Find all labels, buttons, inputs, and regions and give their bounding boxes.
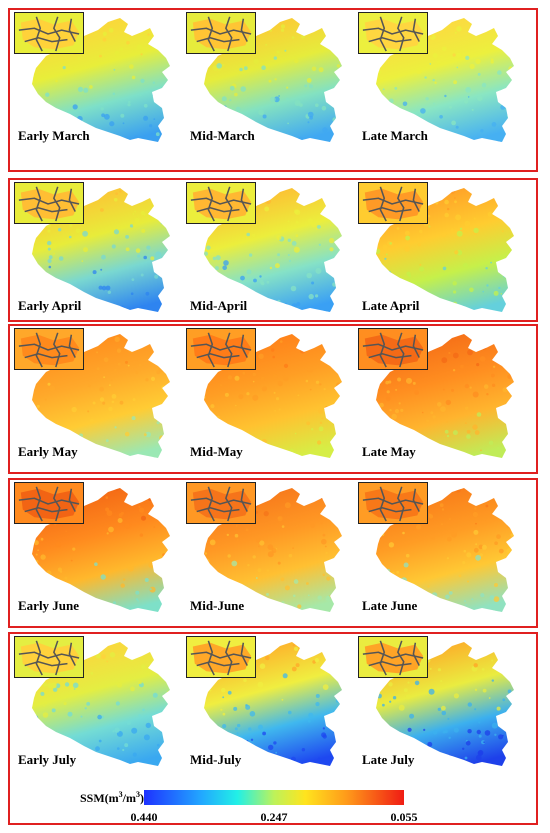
panel-label: Early March [18, 128, 90, 143]
inset-map [358, 482, 428, 524]
panel-label: Mid-June [190, 598, 245, 613]
inset-map [14, 182, 84, 224]
map-panel: Late April [356, 180, 526, 330]
legend-title: SSM(m3/m3) [80, 790, 145, 805]
ssm-legend: SSM(m3/m3) 0.440 0.247 0.055 [80, 785, 420, 831]
panel-label: Late April [362, 298, 420, 313]
panel-label: Early April [18, 298, 82, 313]
panel-label: Late May [362, 444, 416, 459]
map-panel: Mid-March [184, 10, 354, 160]
inset-map [358, 12, 428, 54]
map-panel: Early June [12, 480, 182, 630]
inset-map [186, 328, 256, 370]
map-panel: Early May [12, 326, 182, 476]
inset-map [186, 182, 256, 224]
panel-label: Mid-March [190, 128, 255, 143]
inset-map [14, 328, 84, 370]
map-panel: Late March [356, 10, 526, 160]
panel-label: Late July [362, 752, 415, 767]
map-panel: Early March [12, 10, 182, 160]
map-panel: Late June [356, 480, 526, 630]
inset-map [186, 482, 256, 524]
panel-label: Late June [362, 598, 418, 613]
legend-tick-mid: 0.247 [260, 810, 288, 824]
inset-map [358, 636, 428, 678]
map-panel: Mid-May [184, 326, 354, 476]
panel-label: Late March [362, 128, 428, 143]
panel-label: Early July [18, 752, 77, 767]
legend-colorbar [144, 790, 404, 805]
inset-map [14, 636, 84, 678]
inset-map [186, 636, 256, 678]
inset-map [358, 328, 428, 370]
map-panel: Late May [356, 326, 526, 476]
panel-label: Mid-May [190, 444, 243, 459]
panel-label: Early June [18, 598, 80, 613]
map-panel: Early July [12, 634, 182, 784]
panel-label: Early May [18, 444, 78, 459]
legend-tick-left: 0.440 [130, 810, 158, 824]
map-panel: Early April [12, 180, 182, 330]
inset-map [14, 12, 84, 54]
map-panel: Mid-April [184, 180, 354, 330]
panel-label: Mid-April [190, 298, 248, 313]
inset-map [358, 182, 428, 224]
map-panel: Late July [356, 634, 526, 784]
legend-tick-right: 0.055 [390, 810, 418, 824]
map-panel: Mid-July [184, 634, 354, 784]
map-panel: Mid-June [184, 480, 354, 630]
inset-map [14, 482, 84, 524]
panel-label: Mid-July [190, 752, 242, 767]
inset-map [186, 12, 256, 54]
